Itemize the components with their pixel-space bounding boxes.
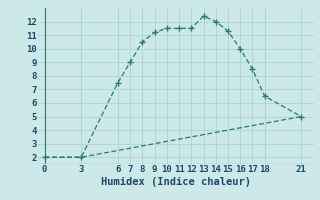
X-axis label: Humidex (Indice chaleur): Humidex (Indice chaleur) — [101, 177, 251, 187]
